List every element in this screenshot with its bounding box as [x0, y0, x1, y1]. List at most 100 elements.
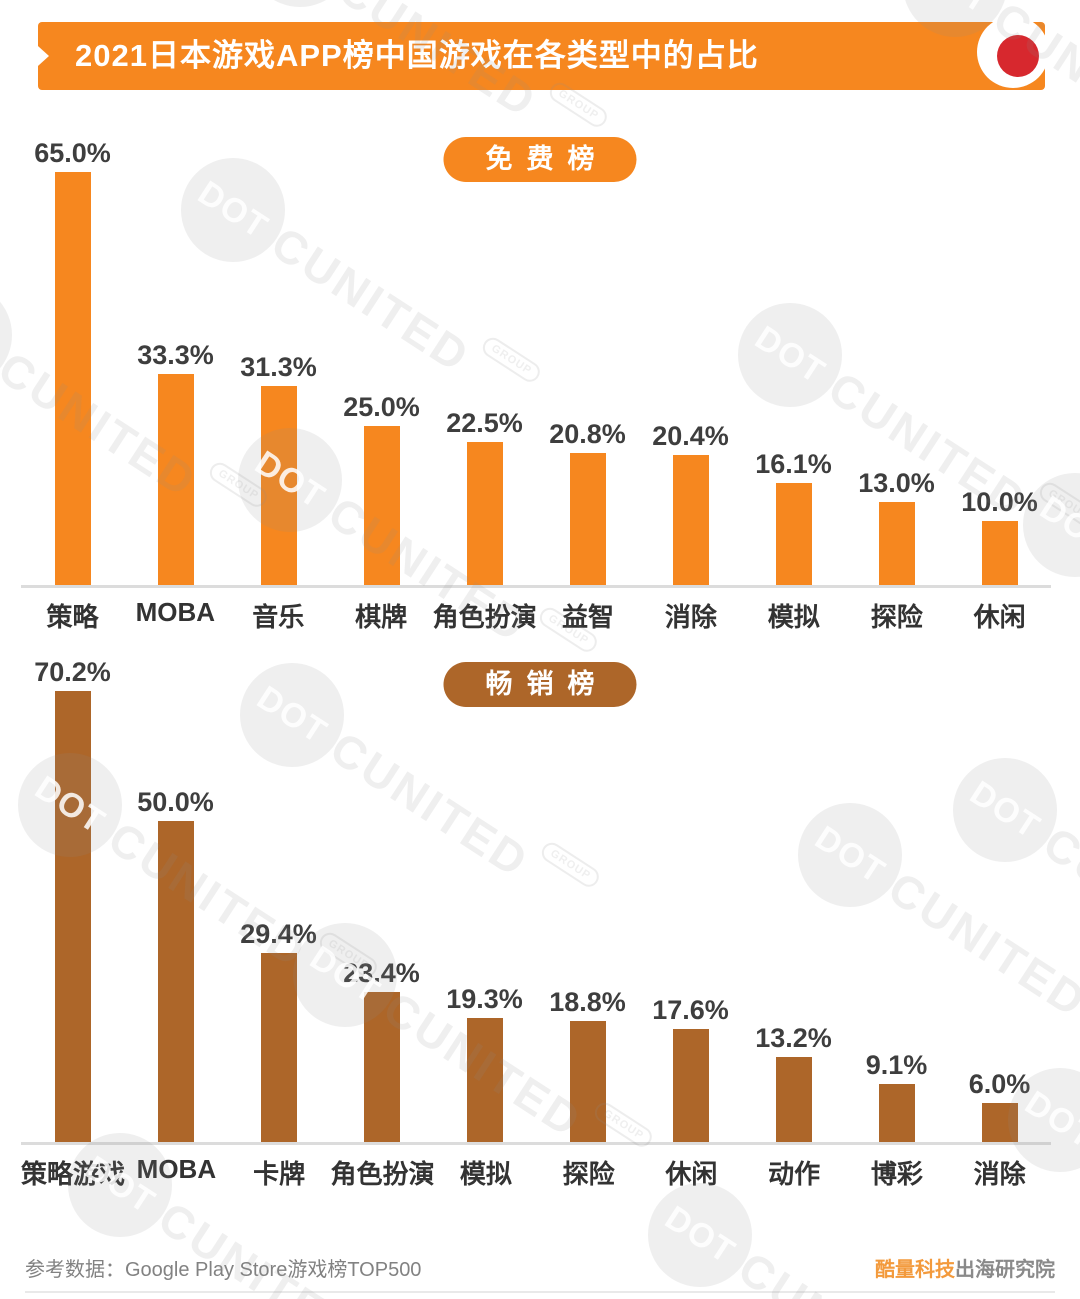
free-chart: 65.0% 33.3% 31.3% 25.0% 22.5% 20.8% 20.4% 16.1%…	[21, 138, 1051, 634]
bar	[981, 521, 1018, 585]
bar-value-label: 13.2%	[755, 1023, 832, 1053]
publisher-institute: 出海研究院	[955, 1259, 1055, 1281]
bar	[569, 453, 606, 585]
category-label: 消除	[973, 1159, 1026, 1189]
bar-column: 20.4%	[639, 421, 742, 585]
category-label: 探险	[562, 1159, 615, 1189]
bar-column: 25.0%	[330, 392, 433, 585]
bar	[260, 386, 297, 585]
free-chart-categories: 策略 MOBA 音乐 棋牌 角色扮演 益智 消除 模拟 探险 休闲	[21, 597, 1051, 634]
grossing-chart: 70.2% 50.0% 29.4% 23.4% 19.3% 18.8% 17.6% 13.2%…	[21, 657, 1051, 1191]
category-label: 消除	[664, 602, 717, 632]
bar-value-label: 9.1%	[865, 1050, 928, 1080]
bar-column: 65.0%	[21, 138, 124, 585]
bar	[157, 821, 194, 1142]
publisher-brand: 酷量科技	[875, 1259, 955, 1281]
bar	[775, 1057, 812, 1142]
bar-value-label: 17.6%	[652, 995, 729, 1025]
grossing-chart-plot: 70.2% 50.0% 29.4% 23.4% 19.3% 18.8% 17.6% 13.2%…	[21, 657, 1051, 1145]
grossing-chart-badge: 畅销榜	[443, 662, 637, 707]
bar-column: 22.5%	[433, 408, 536, 585]
category-label: 模拟	[767, 602, 820, 632]
bar	[260, 953, 297, 1142]
bar-column: 29.4%	[227, 919, 330, 1142]
publisher: 酷量科技出海研究院	[875, 1253, 1055, 1282]
bar	[363, 992, 400, 1142]
bar	[878, 1084, 915, 1142]
free-chart-plot: 65.0% 33.3% 31.3% 25.0% 22.5% 20.8% 20.4% 16.1%…	[21, 138, 1051, 588]
bar-column: 6.0%	[948, 1069, 1051, 1142]
category-label: MOBA	[136, 1154, 217, 1184]
bar-column: 50.0%	[124, 787, 227, 1142]
bar	[672, 1029, 709, 1142]
category-label: 策略游戏	[21, 1159, 126, 1189]
bar-value-label: 50.0%	[137, 787, 214, 817]
bar	[672, 455, 709, 585]
bar	[775, 483, 812, 585]
bar-value-label: 31.3%	[240, 352, 317, 382]
category-label: 博彩	[870, 1159, 923, 1189]
bar-value-label: 13.0%	[858, 468, 935, 498]
header-arrow-icon	[28, 37, 49, 75]
category-label: 策略	[46, 602, 99, 632]
bar	[569, 1021, 606, 1142]
watermark-text: CUNITED	[1075, 1105, 1080, 1299]
bar	[878, 502, 915, 585]
bar-value-label: 23.4%	[343, 958, 420, 988]
bar-column: 31.3%	[227, 352, 330, 585]
bar-value-label: 29.4%	[240, 919, 317, 949]
bar	[466, 1018, 503, 1142]
bar-value-label: 18.8%	[549, 987, 626, 1017]
japan-flag-red-circle	[997, 35, 1039, 77]
bar-column: 19.3%	[433, 984, 536, 1142]
footer-divider	[25, 1291, 1055, 1293]
category-label: 探险	[870, 602, 923, 632]
category-label: 模拟	[459, 1159, 512, 1189]
bar-value-label: 20.4%	[652, 421, 729, 451]
category-label: 益智	[562, 602, 615, 632]
bar	[157, 374, 194, 585]
bar-column: 23.4%	[330, 958, 433, 1142]
bar-column: 10.0%	[948, 487, 1051, 585]
bar-column: 33.3%	[124, 340, 227, 585]
bar-value-label: 25.0%	[343, 392, 420, 422]
bar	[981, 1103, 1018, 1142]
bar-value-label: 10.0%	[961, 487, 1038, 517]
category-label: 卡牌	[253, 1159, 306, 1189]
bar-value-label: 33.3%	[137, 340, 214, 370]
bar	[363, 426, 400, 585]
bar-column: 13.0%	[845, 468, 948, 585]
data-source-note: 参考数据：Google Play Store游戏榜TOP500	[25, 1259, 422, 1281]
footer: 参考数据：Google Play Store游戏榜TOP500 酷量科技出海研究…	[25, 1253, 1055, 1282]
category-label: 角色扮演	[432, 602, 537, 632]
category-label: 音乐	[252, 602, 305, 632]
free-chart-badge: 免费榜	[443, 137, 637, 182]
category-label: MOBA	[135, 597, 216, 627]
category-label: 动作	[768, 1159, 821, 1189]
bar-value-label: 22.5%	[446, 408, 523, 438]
bar-value-label: 20.8%	[549, 419, 626, 449]
bar-value-label: 65.0%	[34, 138, 111, 168]
header-banner	[38, 22, 1045, 90]
bar-column: 70.2%	[21, 657, 124, 1142]
bar-value-label: 70.2%	[34, 657, 111, 687]
bar	[54, 691, 91, 1142]
grossing-chart-categories: 策略游戏 MOBA 卡牌 角色扮演 模拟 探险 休闲 动作 博彩 消除	[21, 1154, 1051, 1191]
category-label: 棋牌	[355, 602, 408, 632]
bar-column: 18.8%	[536, 987, 639, 1142]
page-title: 2021日本游戏APP榜中国游戏在各类型中的占比	[75, 38, 759, 73]
bar-column: 16.1%	[742, 449, 845, 585]
bar-value-label: 6.0%	[968, 1069, 1031, 1099]
bar	[54, 172, 91, 585]
bar-column: 17.6%	[639, 995, 742, 1142]
bar-value-label: 19.3%	[446, 984, 523, 1014]
bar-column: 13.2%	[742, 1023, 845, 1142]
bar-column: 20.8%	[536, 419, 639, 585]
category-label: 角色扮演	[330, 1159, 435, 1189]
category-label: 休闲	[665, 1159, 718, 1189]
category-label: 休闲	[973, 602, 1026, 632]
bar-value-label: 16.1%	[755, 449, 832, 479]
bar-column: 9.1%	[845, 1050, 948, 1142]
